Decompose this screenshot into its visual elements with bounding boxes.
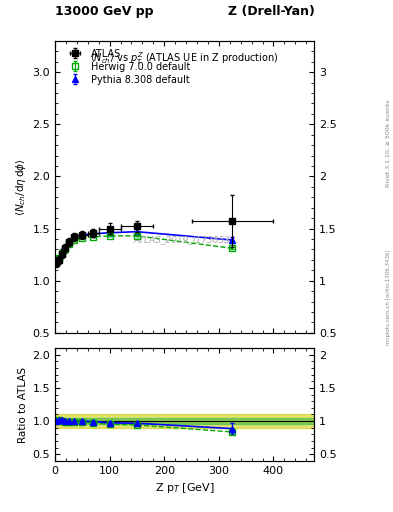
Text: mcplots.cern.ch [arXiv:1306.3436]: mcplots.cern.ch [arXiv:1306.3436] (386, 249, 391, 345)
Y-axis label: Ratio to ATLAS: Ratio to ATLAS (18, 367, 28, 442)
Text: Rivet 3.1.10, ≥ 500k events: Rivet 3.1.10, ≥ 500k events (386, 99, 391, 187)
Text: Z (Drell-Yan): Z (Drell-Yan) (228, 5, 314, 18)
Text: $\langle N_{ch}\rangle$ vs $p_T^Z$ (ATLAS UE in Z production): $\langle N_{ch}\rangle$ vs $p_T^Z$ (ATLA… (90, 50, 279, 67)
Y-axis label: $\langle N_{ch}/\mathrm{d}\eta\,\mathrm{d}\phi\rangle$: $\langle N_{ch}/\mathrm{d}\eta\,\mathrm{… (14, 158, 28, 216)
Text: ATLAS_2019_I1736531: ATLAS_2019_I1736531 (133, 235, 236, 244)
Legend: ATLAS, Herwig 7.0.0 default, Pythia 8.308 default: ATLAS, Herwig 7.0.0 default, Pythia 8.30… (60, 46, 193, 88)
Text: 13000 GeV pp: 13000 GeV pp (55, 5, 154, 18)
X-axis label: Z p$_T$ [GeV]: Z p$_T$ [GeV] (155, 481, 215, 495)
